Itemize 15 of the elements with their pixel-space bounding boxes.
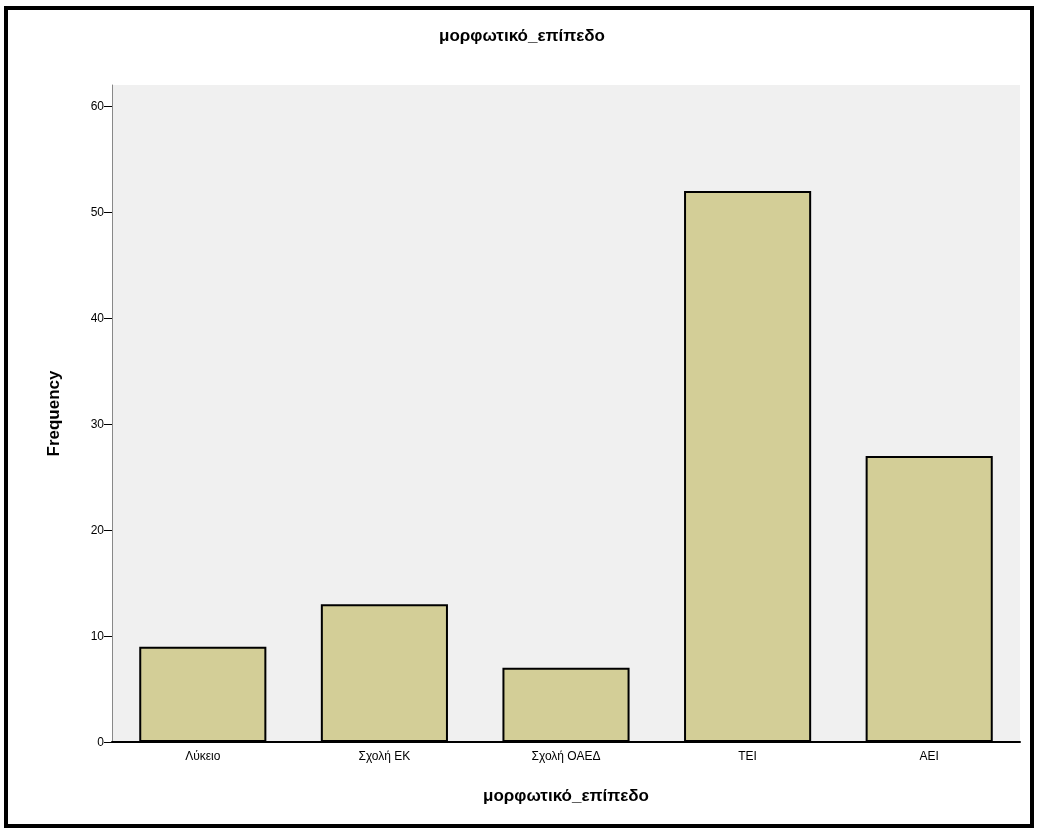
x-tick-label: ΑΕΙ: [919, 749, 939, 763]
x-tick-label: Σχολή ΕΚ: [358, 749, 411, 763]
y-tick-label: 60: [90, 99, 105, 114]
y-tick-label: 40: [90, 311, 105, 326]
chart-title: μορφωτικό_επίπεδο: [439, 26, 605, 45]
y-tick-label: 30: [90, 417, 105, 432]
y-tick-label: 0: [97, 735, 105, 749]
y-axis-title: Frequency: [44, 369, 63, 457]
x-tick-label: Σχολή ΟΑΕΔ: [531, 749, 601, 763]
x-axis-title: μορφωτικό_επίπεδο: [483, 786, 649, 805]
x-tick-label: ΤΕΙ: [738, 749, 757, 763]
y-tick-label: 20: [90, 523, 105, 538]
y-tick-label: 10: [90, 629, 105, 644]
y-tick-label: 50: [90, 205, 105, 220]
x-tick-label: Λύκειο: [185, 749, 221, 763]
